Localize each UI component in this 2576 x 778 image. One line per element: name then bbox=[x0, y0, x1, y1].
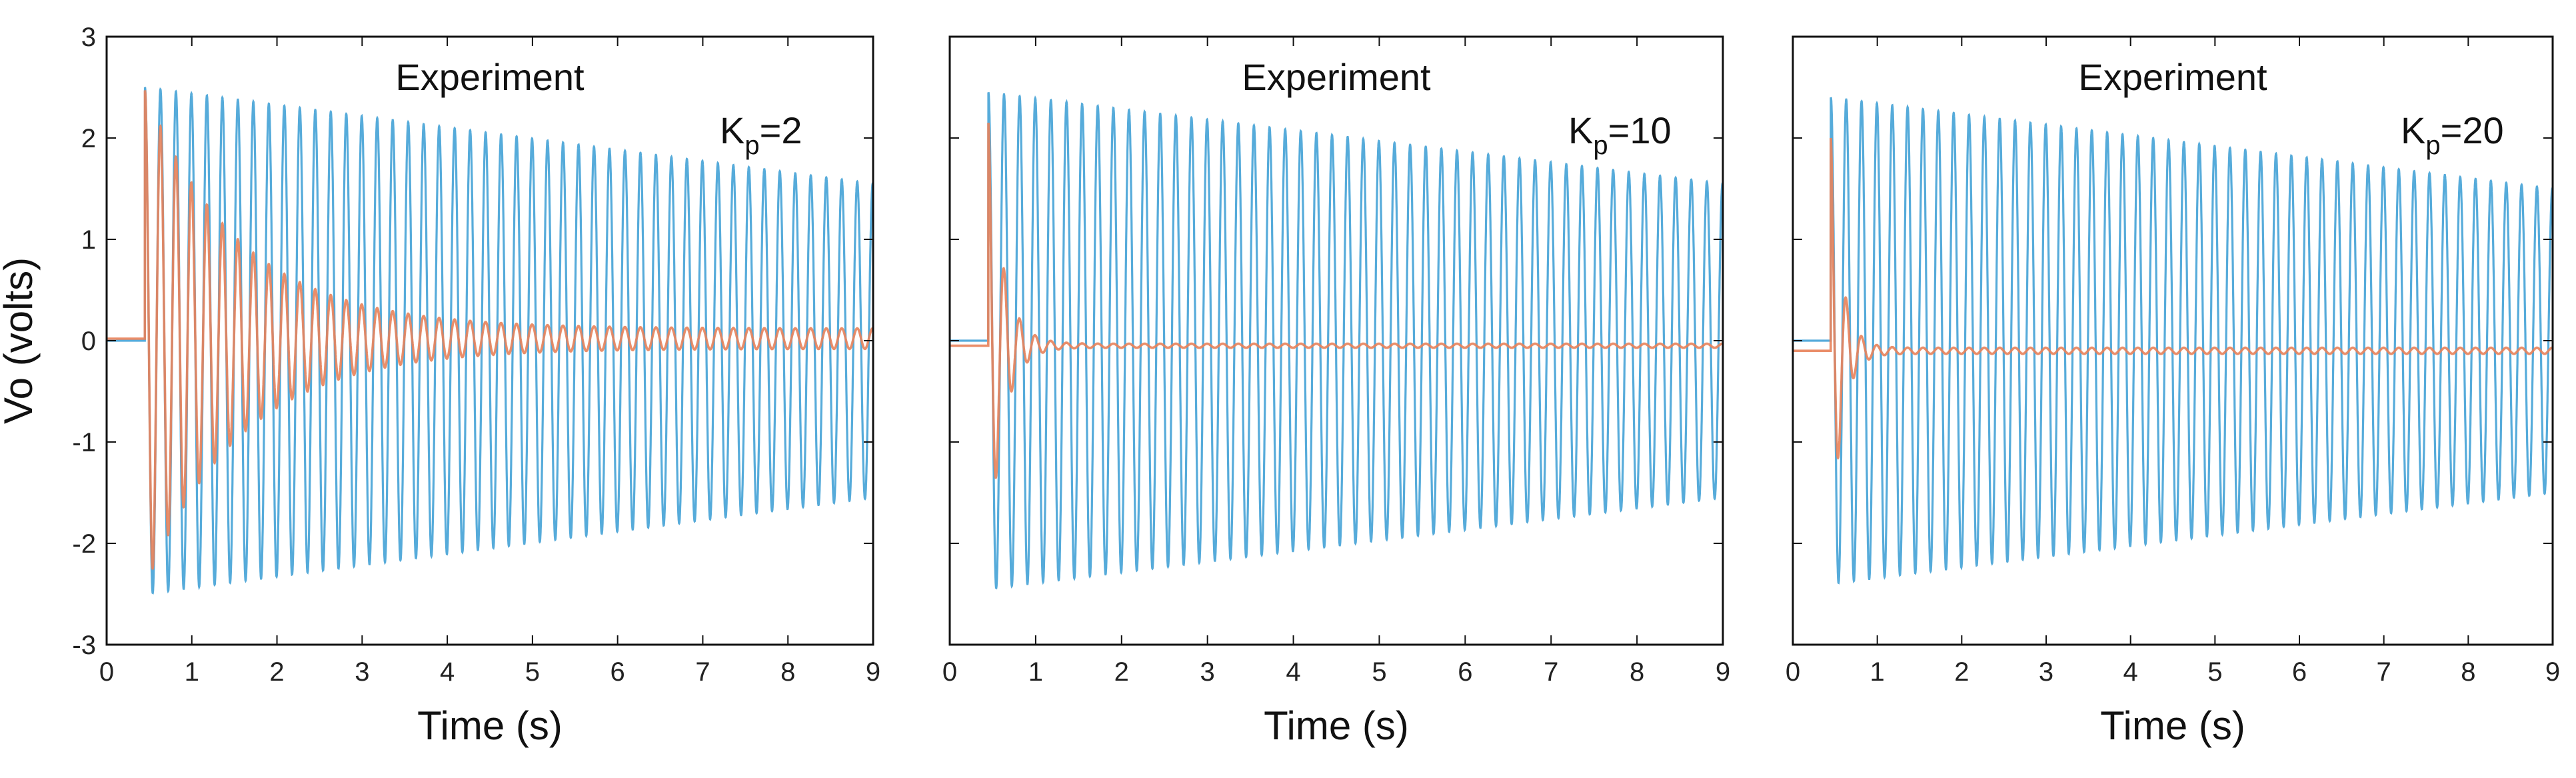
gain-annotation: Kp=20 bbox=[2401, 109, 2504, 160]
x-tick-label: 7 bbox=[1544, 657, 1558, 687]
gain-symbol: K bbox=[1568, 109, 1593, 151]
x-tick-label: 1 bbox=[185, 657, 199, 687]
gain-annotation: Kp=2 bbox=[720, 109, 802, 160]
x-tick-label: 4 bbox=[2123, 657, 2138, 687]
x-tick-label: 9 bbox=[1716, 657, 1730, 687]
x-tick-label: 0 bbox=[1786, 657, 1800, 687]
x-tick-label: 2 bbox=[1114, 657, 1129, 687]
series-line-uncontrolled bbox=[1793, 97, 2553, 585]
gain-value: =10 bbox=[1608, 109, 1672, 151]
x-tick-label: 3 bbox=[355, 657, 369, 687]
x-tick-label: 7 bbox=[695, 657, 710, 687]
x-tick-label: 8 bbox=[780, 657, 795, 687]
x-tick-label: 5 bbox=[525, 657, 540, 687]
x-tick-label: 8 bbox=[1630, 657, 1644, 687]
y-tick-label: 2 bbox=[81, 124, 96, 153]
series-line-controlled bbox=[1793, 137, 2553, 460]
gain-symbol: K bbox=[720, 109, 744, 151]
y-tick-label: 0 bbox=[81, 327, 96, 356]
gain-subscript: p bbox=[1593, 131, 1608, 160]
gain-annotation: Kp=10 bbox=[1568, 109, 1672, 160]
series-line-controlled bbox=[950, 123, 1723, 479]
gain-subscript: p bbox=[2425, 131, 2440, 160]
x-tick-label: 0 bbox=[99, 657, 114, 687]
x-axis-label: Time (s) bbox=[2100, 703, 2245, 748]
x-tick-label: 7 bbox=[2377, 657, 2391, 687]
chart-title: Experiment bbox=[395, 56, 585, 98]
series-line-uncontrolled bbox=[950, 91, 1723, 590]
gain-subscript: p bbox=[744, 131, 759, 160]
x-axis-label: Time (s) bbox=[1264, 703, 1409, 748]
chart-panel-1: 0 1 2 3 4 5 6 7 8 9 -3 -2 -1 0 1 2 3 Time (s) Vo (volts) Ex… bbox=[0, 23, 880, 748]
x-tick-label: 6 bbox=[1458, 657, 1472, 687]
chart-title: Experiment bbox=[1242, 56, 1431, 98]
x-tick-label: 5 bbox=[1372, 657, 1386, 687]
chart-title: Experiment bbox=[2078, 56, 2267, 98]
y-tick-label: 3 bbox=[81, 23, 96, 52]
x-tick-label: 4 bbox=[440, 657, 455, 687]
x-tick-label: 9 bbox=[2545, 657, 2560, 687]
x-tick-label: 6 bbox=[611, 657, 625, 687]
y-axis-label: Vo (volts) bbox=[0, 257, 41, 424]
chart-panel-3: 0 1 2 3 4 5 6 7 8 9 Time (s) Experiment Kp=20 bbox=[1786, 35, 2560, 748]
x-tick-label: 9 bbox=[866, 657, 880, 687]
gain-symbol: K bbox=[2401, 109, 2425, 151]
series-line-controlled bbox=[107, 90, 873, 571]
x-tick-label: 1 bbox=[1028, 657, 1043, 687]
x-tick-label: 6 bbox=[2292, 657, 2307, 687]
y-tick-label: -3 bbox=[72, 631, 96, 660]
x-tick-label: 3 bbox=[2039, 657, 2053, 687]
chart-panel-2: 0 1 2 3 4 5 6 7 8 9 Time (s) Experiment Kp=10 bbox=[942, 35, 1730, 748]
y-tick-label: -2 bbox=[72, 529, 96, 559]
x-tick-label: 8 bbox=[2461, 657, 2475, 687]
x-tick-label: 1 bbox=[1870, 657, 1885, 687]
y-tick-label: 1 bbox=[81, 225, 96, 255]
gain-value: =20 bbox=[2441, 109, 2504, 151]
x-tick-label: 2 bbox=[269, 657, 284, 687]
x-tick-label: 3 bbox=[1200, 657, 1215, 687]
gain-value: =2 bbox=[760, 109, 802, 151]
y-tick-label: -1 bbox=[72, 428, 96, 457]
x-tick-label: 0 bbox=[942, 657, 957, 687]
x-tick-label: 4 bbox=[1286, 657, 1300, 687]
x-tick-label: 2 bbox=[1954, 657, 1969, 687]
x-axis-label: Time (s) bbox=[417, 703, 563, 748]
x-tick-label: 5 bbox=[2207, 657, 2222, 687]
